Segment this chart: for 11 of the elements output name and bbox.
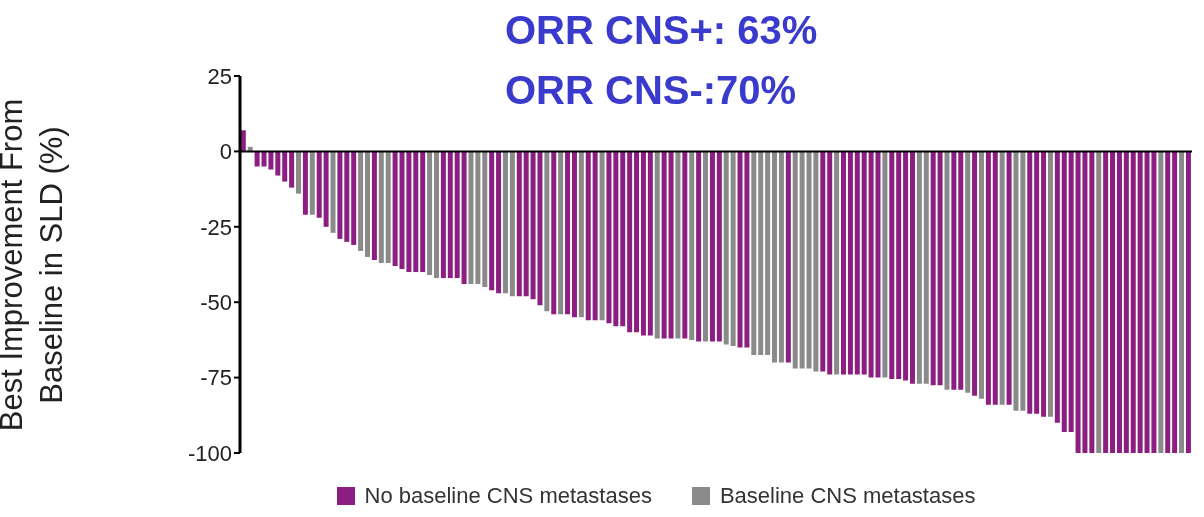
- y-axis-title: Best Improvement From Baseline in SLD (%): [0, 98, 69, 432]
- text: ORR CNS+: 63%: [505, 8, 818, 53]
- y-tick-label: -25: [200, 214, 232, 240]
- y-tick-label: 25: [207, 63, 232, 89]
- y-tick-label: 0: [219, 139, 232, 165]
- y-tick-label: -75: [200, 365, 232, 391]
- legend-label: Baseline CNS metastases: [718, 483, 976, 509]
- y-tick-label: -100: [187, 440, 232, 466]
- y-tick-label: -50: [200, 290, 232, 316]
- legend-label: No baseline CNS metastases: [363, 483, 652, 509]
- annotation: ORR CNS-:70%: [505, 68, 797, 113]
